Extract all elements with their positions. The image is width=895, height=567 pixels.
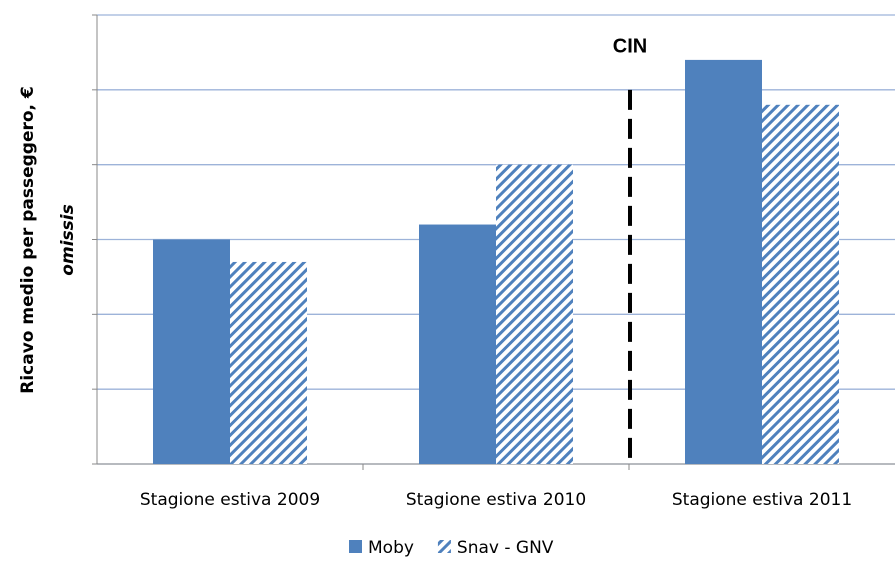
x-tick-label: Stagione estiva 2011 bbox=[672, 490, 852, 510]
y-axis-note: omissis bbox=[58, 204, 78, 275]
bar bbox=[762, 104, 839, 465]
bar bbox=[419, 224, 496, 464]
y-axis-label: Ricavo medio per passeggero, € bbox=[18, 86, 38, 394]
bar bbox=[496, 164, 573, 464]
x-tick-label: Stagione estiva 2009 bbox=[140, 490, 320, 510]
legend-swatch bbox=[349, 540, 362, 553]
legend-swatch bbox=[437, 540, 451, 553]
annotation: CIN bbox=[613, 35, 647, 57]
x-tick-label: Stagione estiva 2010 bbox=[406, 490, 586, 510]
legend-label: Snav - GNV bbox=[457, 538, 554, 558]
bar bbox=[230, 261, 307, 464]
legend-label: Moby bbox=[368, 538, 414, 558]
bar bbox=[153, 239, 230, 464]
bar bbox=[685, 59, 762, 465]
